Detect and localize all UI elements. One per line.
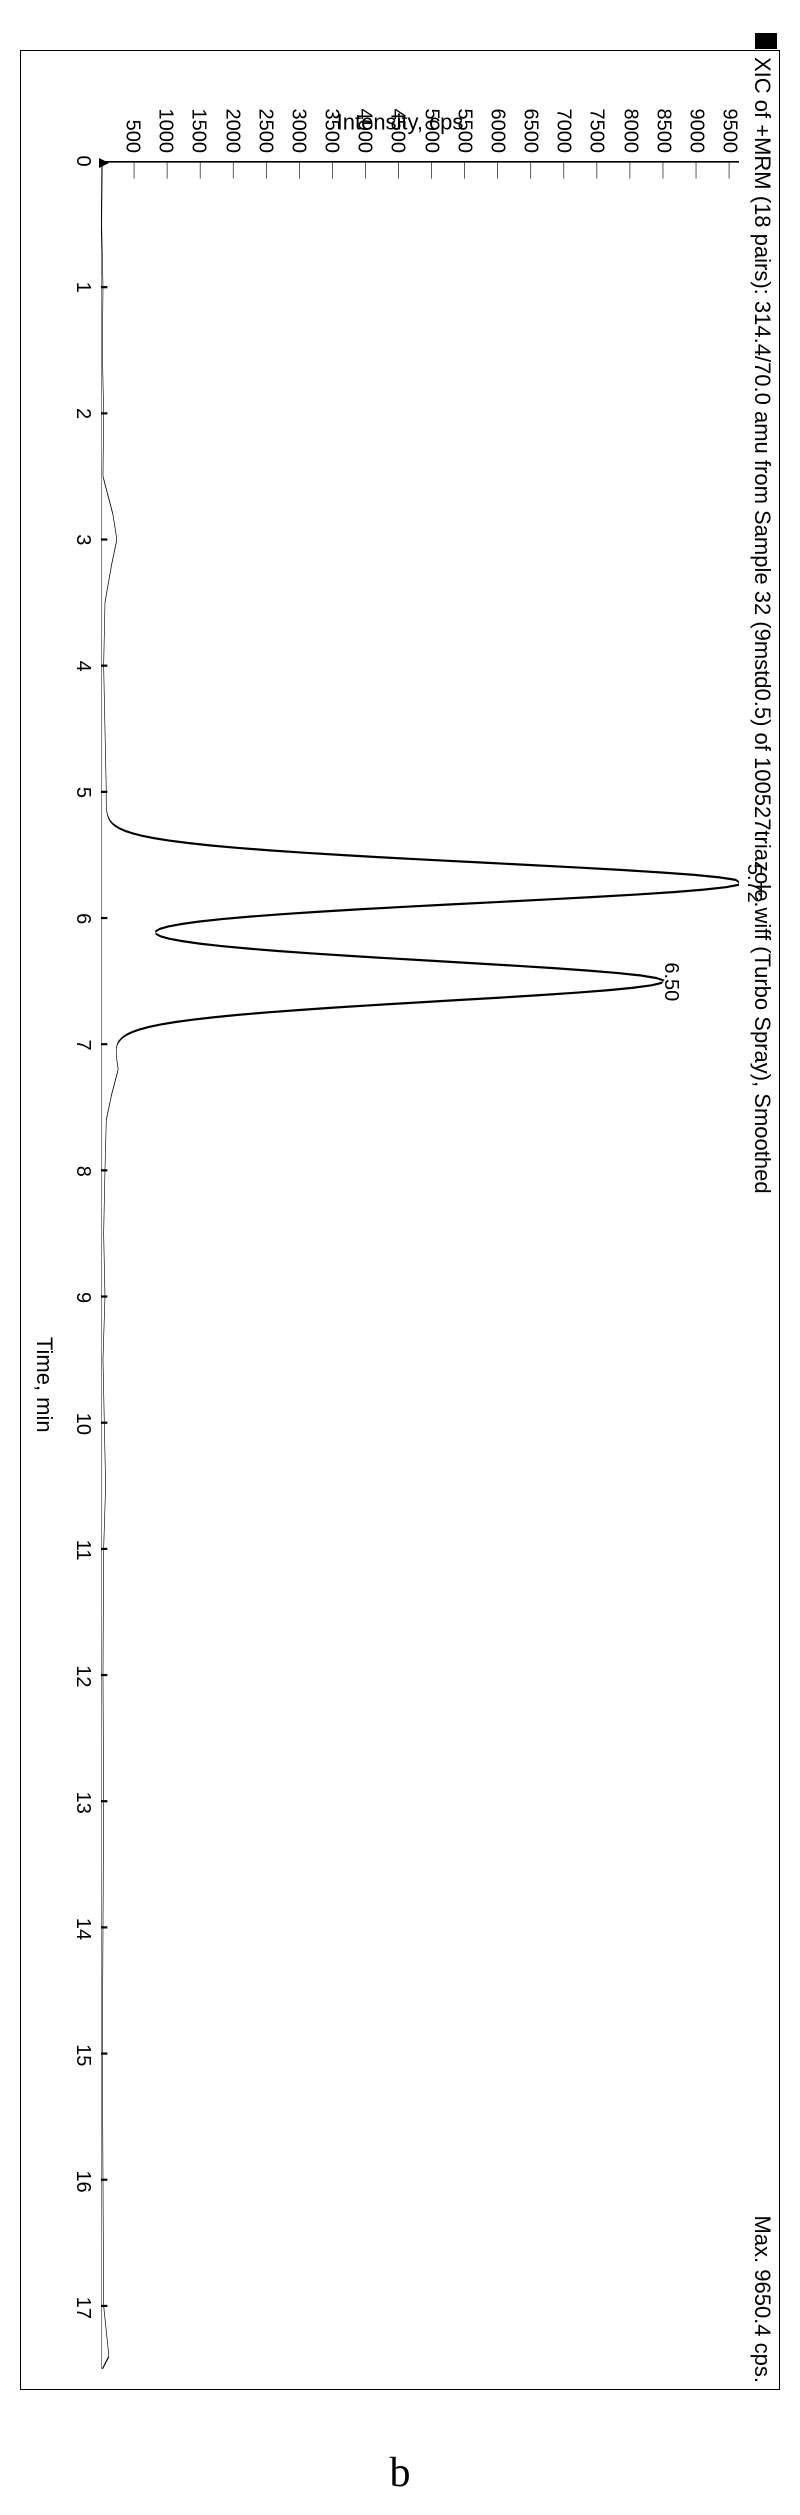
x-tick: 13	[71, 1783, 94, 1823]
y-tick: 4500	[386, 93, 409, 153]
x-tick: 5	[71, 772, 94, 812]
x-tick: 9	[71, 1278, 94, 1318]
y-tick: 6000	[485, 93, 508, 153]
y-tick: 5500	[452, 93, 475, 153]
x-tick: 7	[71, 1025, 94, 1065]
chart-title: XIC of +MRM (18 pairs): 314.4/70.0 amu f…	[749, 57, 775, 1194]
chromatogram-panel: XIC of +MRM (18 pairs): 314.4/70.0 amu f…	[20, 50, 780, 2390]
x-tick: 1	[71, 267, 94, 307]
x-tick: 3	[71, 520, 94, 560]
y-tick: 5000	[419, 93, 442, 153]
y-tick: 9000	[684, 93, 707, 153]
plot-area	[101, 161, 739, 2369]
x-tick: 15	[71, 2035, 94, 2075]
y-tick: 2000	[220, 93, 243, 153]
y-tick: 500	[121, 93, 144, 153]
x-tick: 0	[71, 141, 94, 181]
y-tick: 1000	[154, 93, 177, 153]
y-tick: 1500	[187, 93, 210, 153]
y-tick: 7000	[552, 93, 575, 153]
x-tick: 14	[71, 1909, 94, 1949]
x-tick: 8	[71, 1151, 94, 1191]
x-tick: 6	[71, 899, 94, 939]
x-tick: 2	[71, 394, 94, 434]
chart-legend-swatch	[755, 33, 777, 49]
y-tick: 4000	[353, 93, 376, 153]
y-tick: 6500	[519, 93, 542, 153]
x-tick: 11	[71, 1530, 94, 1570]
x-tick: 17	[71, 2288, 94, 2328]
x-tick: 4	[71, 646, 94, 686]
y-tick: 3500	[320, 93, 343, 153]
figure-wrap: XIC of +MRM (18 pairs): 314.4/70.0 amu f…	[0, 0, 800, 2515]
y-tick: 2500	[253, 93, 276, 153]
x-tick: 10	[71, 1404, 94, 1444]
axis-arrow-icon	[99, 158, 109, 168]
x-tick: 16	[71, 2162, 94, 2202]
y-tick: 7500	[585, 93, 608, 153]
x-tick: 12	[71, 1656, 94, 1696]
chromatogram-svg	[101, 161, 739, 2369]
y-tick: 8000	[618, 93, 641, 153]
figure-label: b	[390, 2449, 411, 2497]
chart-max-label: Max. 9650.4 cps.	[749, 2215, 775, 2383]
y-tick: 8500	[651, 93, 674, 153]
y-tick: 9500	[718, 93, 741, 153]
y-tick: 3000	[286, 93, 309, 153]
x-axis-label: Time, min	[31, 1337, 57, 1433]
peak-label: 5.72	[742, 864, 765, 903]
peak-label: 6.50	[659, 962, 682, 1001]
